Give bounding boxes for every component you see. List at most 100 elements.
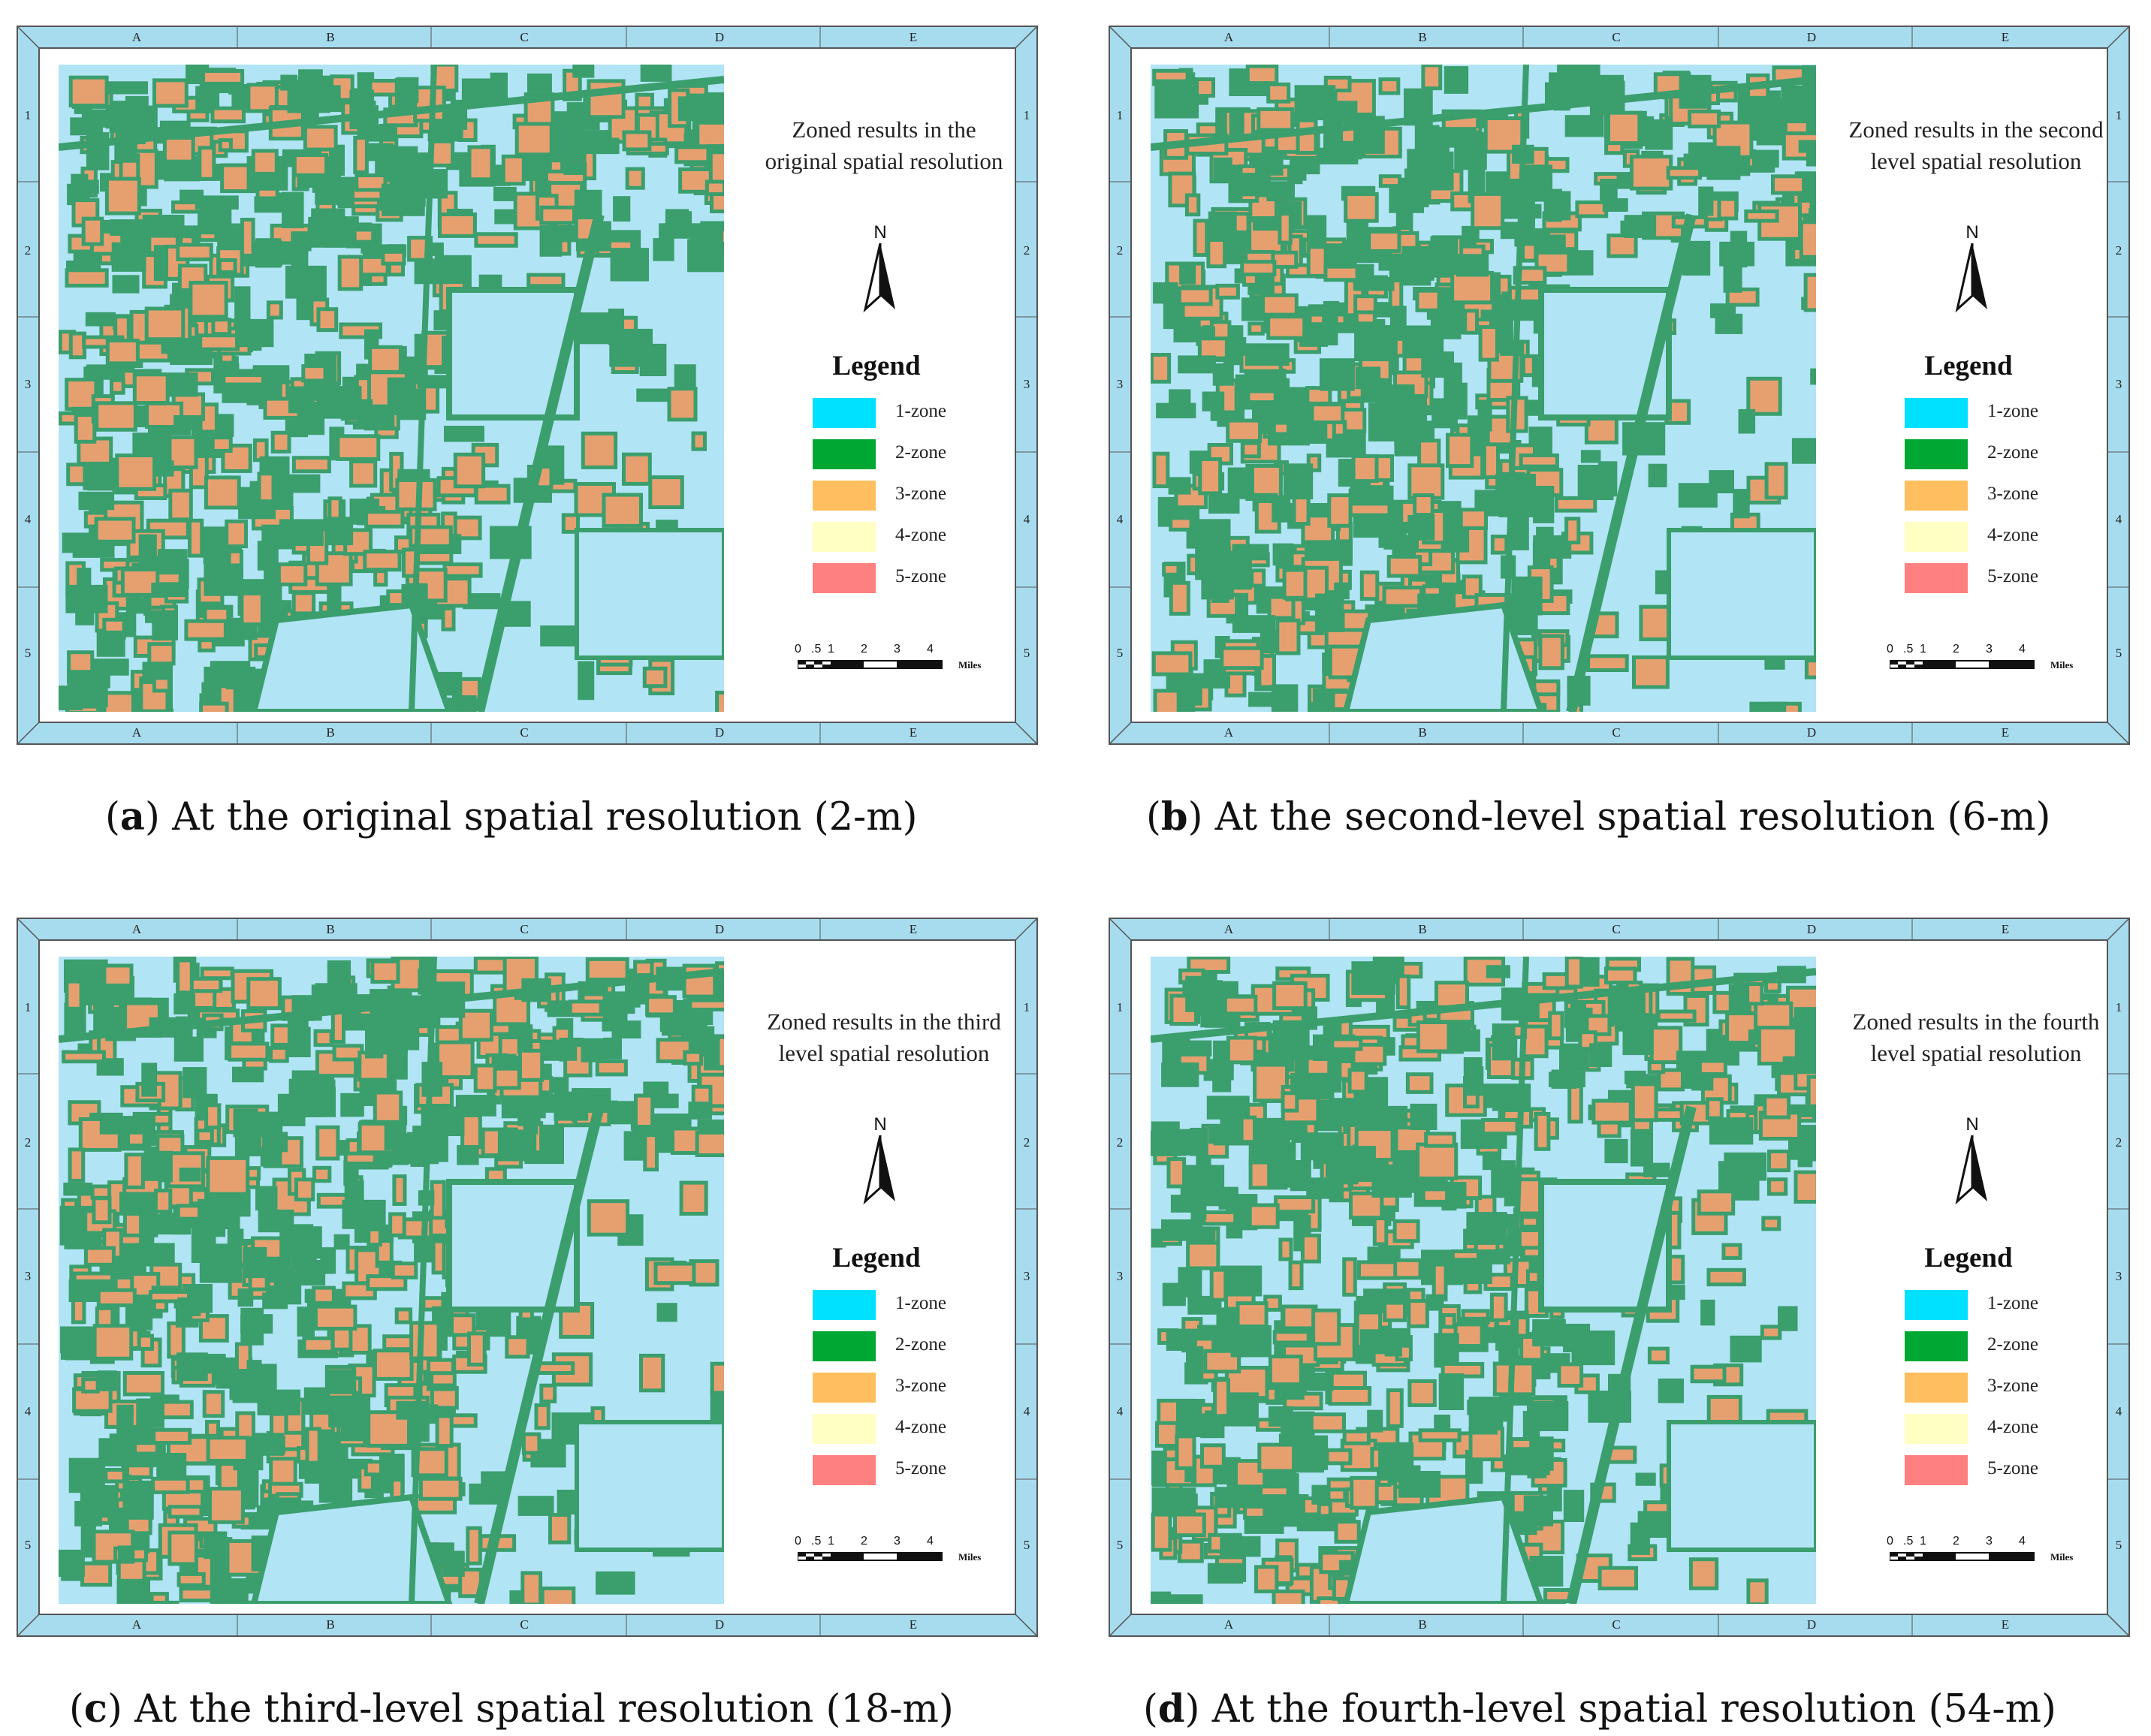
grid-row-label: 3 [1023,377,1030,391]
grid-column-label: A [1223,922,1234,936]
grid-column-label: B [1418,725,1427,740]
scale-tick-label: 2 [1953,643,1959,656]
grid-row-label: 2 [24,243,32,258]
grid-column-label: E [909,922,918,936]
legend-label: 5-zone [895,566,947,586]
legend-swatch [813,1290,876,1320]
scale-tick-label: 3 [894,1535,901,1548]
grid-row-label: 5 [1023,646,1030,660]
scale-tick-label: 3 [894,643,901,656]
grid-row-label: 1 [1023,1000,1030,1014]
legend-swatch [1905,563,1968,593]
grid-column-label: B [326,922,335,936]
scale-tick-label: 1 [828,643,834,656]
grid-column-label: B [326,1617,335,1632]
map-panel-b: A A B B C C D D E E 1 1 2 2 3 3 4 4 5 5 Zoned results in the… [1109,26,2130,745]
grid-row-label: 3 [1023,1269,1030,1283]
map-title-line: level spatial resolution [778,1040,990,1066]
north-label: N [873,222,887,243]
grid-column-label: D [1806,922,1817,936]
grid-row-label: 5 [1116,646,1124,660]
legend-swatch [1905,1290,1968,1320]
legend-swatch [813,481,876,511]
zoning-map-image [1149,955,1848,1629]
scale-tick-label: 0 [1887,1535,1893,1548]
scale-bar-graphic [1890,660,2035,669]
grid-column-label: B [326,725,335,740]
grid-column-label: D [714,1617,725,1632]
scale-tick-label: 4 [2019,1535,2026,1548]
scale-tick-label: 3 [1986,1535,1993,1548]
north-arrow-glyph [863,243,895,313]
zoning-map-image [1149,63,1854,742]
grid-row-label: 5 [2115,646,2122,660]
grid-row-label: 3 [24,1269,32,1283]
grid-column-label: A [131,30,142,44]
map-panel-d: A A B B C C D D E E 1 1 2 2 3 3 4 4 5 5 Zoned results in the… [1109,918,2130,1637]
legend-label: 5-zone [1987,566,2039,586]
grid-column-label: B [1418,30,1427,44]
legend-title: Legend [1924,351,2013,381]
legend-swatch [1905,1455,1968,1485]
scale-tick-label: 2 [861,643,867,656]
legend-label: 2-zone [1987,442,2039,463]
grid-row-label: 1 [24,108,32,122]
scale-unit-label: Miles [958,1551,982,1563]
zoning-map-image [56,62,762,744]
map-title-line: Zoned results in the [792,116,976,143]
legend-title: Legend [1924,1243,2013,1273]
legend-swatch [1905,481,1968,511]
legend-label: 4-zone [895,525,947,545]
north-label: N [1965,222,1979,243]
map-title-line: Zoned results in the fourth [1852,1008,2100,1035]
scale-bar: 0 .5 1 2 3 4 Miles [795,643,993,680]
grid-column-label: A [131,725,142,740]
grid-row-label: 4 [1023,512,1030,526]
scale-tick-label: .5 [1903,1535,1914,1548]
legend-swatch [813,439,876,469]
north-arrow-icon: N [1950,1114,1995,1205]
grid-row-label: 3 [1116,377,1124,391]
legend-swatch [1905,522,1968,552]
map-title: Zoned results in the fourth level spatial… [1830,1006,2122,1069]
north-arrow-glyph [863,1135,895,1205]
grid-row-label: 2 [1023,1135,1030,1150]
grid-column-label: B [1418,922,1427,936]
legend-label: 1-zone [895,1293,947,1313]
scale-tick-label: .5 [1903,643,1914,656]
grid-row-label: 5 [24,646,32,660]
grid-row-label: 2 [1116,1135,1124,1150]
map-title: Zoned results in the third level spatial … [738,1006,1030,1069]
legend-label: 3-zone [895,1376,947,1396]
north-arrow-glyph [1955,243,1987,313]
scale-tick-label: 1 [828,1535,834,1548]
scale-tick-label: .5 [811,643,822,656]
scale-tick-label: 0 [795,1535,801,1548]
grid-row-label: 1 [1023,108,1030,122]
grid-column-label: D [1806,725,1817,740]
scale-bar-graphic [798,1552,943,1561]
north-arrow-icon: N [1950,222,1995,313]
caption-a: (a) At the original spatial resolution (… [105,794,918,839]
grid-row-label: 2 [24,1135,32,1150]
scale-tick-label: 0 [1887,643,1893,656]
grid-row-label: 2 [1023,243,1030,258]
grid-row-label: 4 [24,512,32,526]
grid-column-label: A [131,1617,142,1632]
north-arrow-icon: N [858,1114,903,1205]
grid-column-label: C [1612,30,1621,44]
grid-row-label: 3 [2115,1269,2122,1283]
grid-row-label: 1 [2115,1000,2122,1014]
grid-row-label: 4 [1116,512,1124,526]
scale-tick-label: 1 [1920,643,1926,656]
legend-swatch [813,398,876,428]
grid-column-label: D [714,922,725,936]
grid-column-label: E [2001,30,2010,44]
legend-label: 4-zone [1987,525,2039,545]
legend-swatch [1905,439,1968,469]
zoning-map-graphic [1149,955,1848,1629]
grid-row-label: 4 [2115,512,2122,526]
legend-swatch [1905,1414,1968,1444]
grid-row-label: 3 [24,377,32,391]
grid-column-label: E [909,1617,918,1632]
